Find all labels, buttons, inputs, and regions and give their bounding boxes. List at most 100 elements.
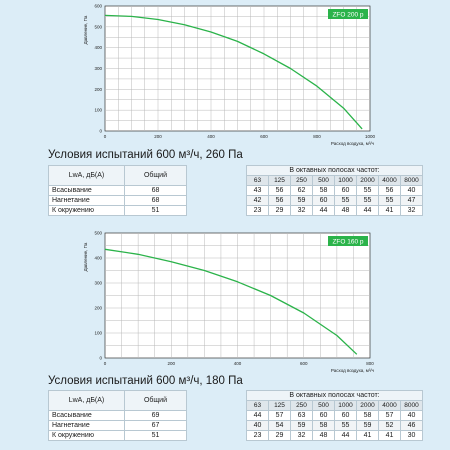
row-label: К окружению [48, 430, 125, 441]
row-total: 68 [124, 195, 187, 206]
y-tick-label: 0 [99, 356, 102, 361]
band-value: 60 [334, 185, 357, 196]
freq-header: 8000 [400, 400, 423, 411]
row-label: Всасывание [48, 185, 125, 196]
band-value: 42 [246, 195, 269, 206]
y-tick-label: 400 [94, 45, 102, 50]
row-total: 51 [124, 205, 187, 216]
table-row: Нагнетание 68 42 56 59 60 55 55 55 47 [48, 195, 423, 206]
freq-header: 2000 [356, 400, 379, 411]
x-tick-label: 800 [313, 134, 321, 139]
freq-header: 250 [290, 175, 313, 186]
x-axis-label: Расход воздуха, м³/ч [331, 141, 375, 146]
row-label: Всасывание [48, 410, 125, 421]
band-value: 41 [378, 205, 401, 216]
series-line-0 [104, 14, 363, 130]
model-badge-label: ZFO 200 p [332, 12, 363, 19]
freq-header: 63 [246, 400, 269, 411]
band-value: 23 [246, 430, 269, 441]
y-tick-label: 300 [94, 66, 102, 71]
band-value: 43 [246, 185, 269, 196]
x-tick-label: 0 [104, 134, 107, 139]
row-total: 69 [124, 410, 187, 421]
band-value: 56 [268, 195, 291, 206]
freq-header: 8000 [400, 175, 423, 186]
spacer-cell [186, 390, 247, 411]
x-tick-label: 0 [104, 361, 107, 366]
band-value: 55 [334, 195, 357, 206]
band-value: 32 [400, 205, 423, 216]
noise-table-2: LwA, дБ(A) Общий В октавных полосах частот… [48, 390, 423, 441]
model-badge [328, 236, 368, 246]
freq-header: 1000 [334, 175, 357, 186]
x-tick-label: 600 [300, 361, 308, 366]
row-total: 68 [124, 185, 187, 196]
col-header-total: Общий [124, 165, 187, 186]
table-row: Нагнетание 67 40 54 59 58 55 59 52 46 [48, 420, 423, 431]
x-tick-label: 400 [234, 361, 242, 366]
freq-header: 500 [312, 400, 335, 411]
spacer-cell [186, 420, 247, 431]
band-value: 40 [400, 410, 423, 421]
y-tick-label: 500 [94, 231, 102, 236]
spacer-cell [186, 205, 247, 216]
band-value: 44 [356, 205, 379, 216]
freq-header: 4000 [378, 400, 401, 411]
band-value: 23 [246, 205, 269, 216]
spacer-cell [186, 195, 247, 206]
band-value: 47 [400, 195, 423, 206]
band-value: 56 [268, 185, 291, 196]
pressure-chart-zfo-160: 0 200 400 600 800 0 100 200 300 400 500 Давление, П… [0, 231, 450, 376]
band-value: 60 [312, 195, 335, 206]
band-value: 44 [246, 410, 269, 421]
test-conditions-2: Условия испытаний 600 м³/ч, 180 Па [48, 375, 243, 387]
spacer-cell [186, 430, 247, 441]
band-value: 40 [400, 185, 423, 196]
spacer-cell [186, 185, 247, 196]
y-tick-label: 200 [94, 306, 102, 311]
band-value: 48 [312, 430, 335, 441]
table-row: Всасывание 68 43 56 62 58 60 55 56 40 [48, 185, 423, 196]
band-value: 41 [356, 430, 379, 441]
band-value: 46 [400, 420, 423, 431]
band-value: 41 [378, 430, 401, 441]
y-tick-label: 600 [94, 4, 102, 9]
model-badge [328, 9, 368, 19]
band-value: 59 [290, 420, 313, 431]
band-value: 44 [312, 205, 335, 216]
band-value: 55 [356, 185, 379, 196]
y-tick-label: 500 [94, 24, 102, 29]
noise-table-1: LwA, дБ(A) Общий В октавных полосах частот… [48, 165, 423, 216]
col-header-octave: В октавных полосах частот: [246, 165, 423, 176]
band-value: 44 [334, 430, 357, 441]
table-row: Всасывание 69 44 57 63 60 60 58 57 40 [48, 410, 423, 421]
y-tick-label: 400 [94, 256, 102, 261]
x-tick-label: 1000 [365, 134, 376, 139]
freq-header: 4000 [378, 175, 401, 186]
row-label: Нагнетание [48, 420, 125, 431]
band-value: 58 [312, 420, 335, 431]
band-value: 40 [246, 420, 269, 431]
x-axis-label: Расход воздуха, м³/ч [331, 368, 375, 373]
spacer-cell [186, 165, 247, 186]
test-conditions-1: Условия испытаний 600 м³/ч, 260 Па [48, 149, 243, 161]
pressure-chart-zfo-200: 0 200 400 600 800 1000 0 100 200 300 400 500 600 Давл… [0, 0, 450, 148]
x-tick-label: 600 [260, 134, 268, 139]
freq-header: 125 [268, 400, 291, 411]
series-line-0 [104, 248, 358, 355]
freq-header: 2000 [356, 175, 379, 186]
freq-header: 500 [312, 175, 335, 186]
freq-header: 250 [290, 400, 313, 411]
band-value: 29 [268, 430, 291, 441]
col-header-lwa: LwA, дБ(A) [48, 390, 125, 411]
band-value: 30 [400, 430, 423, 441]
table-row: К окружению 51 23 29 32 48 44 41 41 30 [48, 430, 423, 441]
col-header-lwa: LwA, дБ(A) [48, 165, 125, 186]
x-tick-label: 200 [154, 134, 162, 139]
chart-svg: 0 200 400 600 800 0 100 200 300 400 500 Давление, П… [83, 231, 375, 374]
band-value: 56 [378, 185, 401, 196]
x-tick-label: 800 [366, 361, 374, 366]
band-value: 32 [290, 205, 313, 216]
y-tick-label: 100 [94, 108, 102, 113]
y-axis-label: Давление, Па [83, 242, 88, 271]
